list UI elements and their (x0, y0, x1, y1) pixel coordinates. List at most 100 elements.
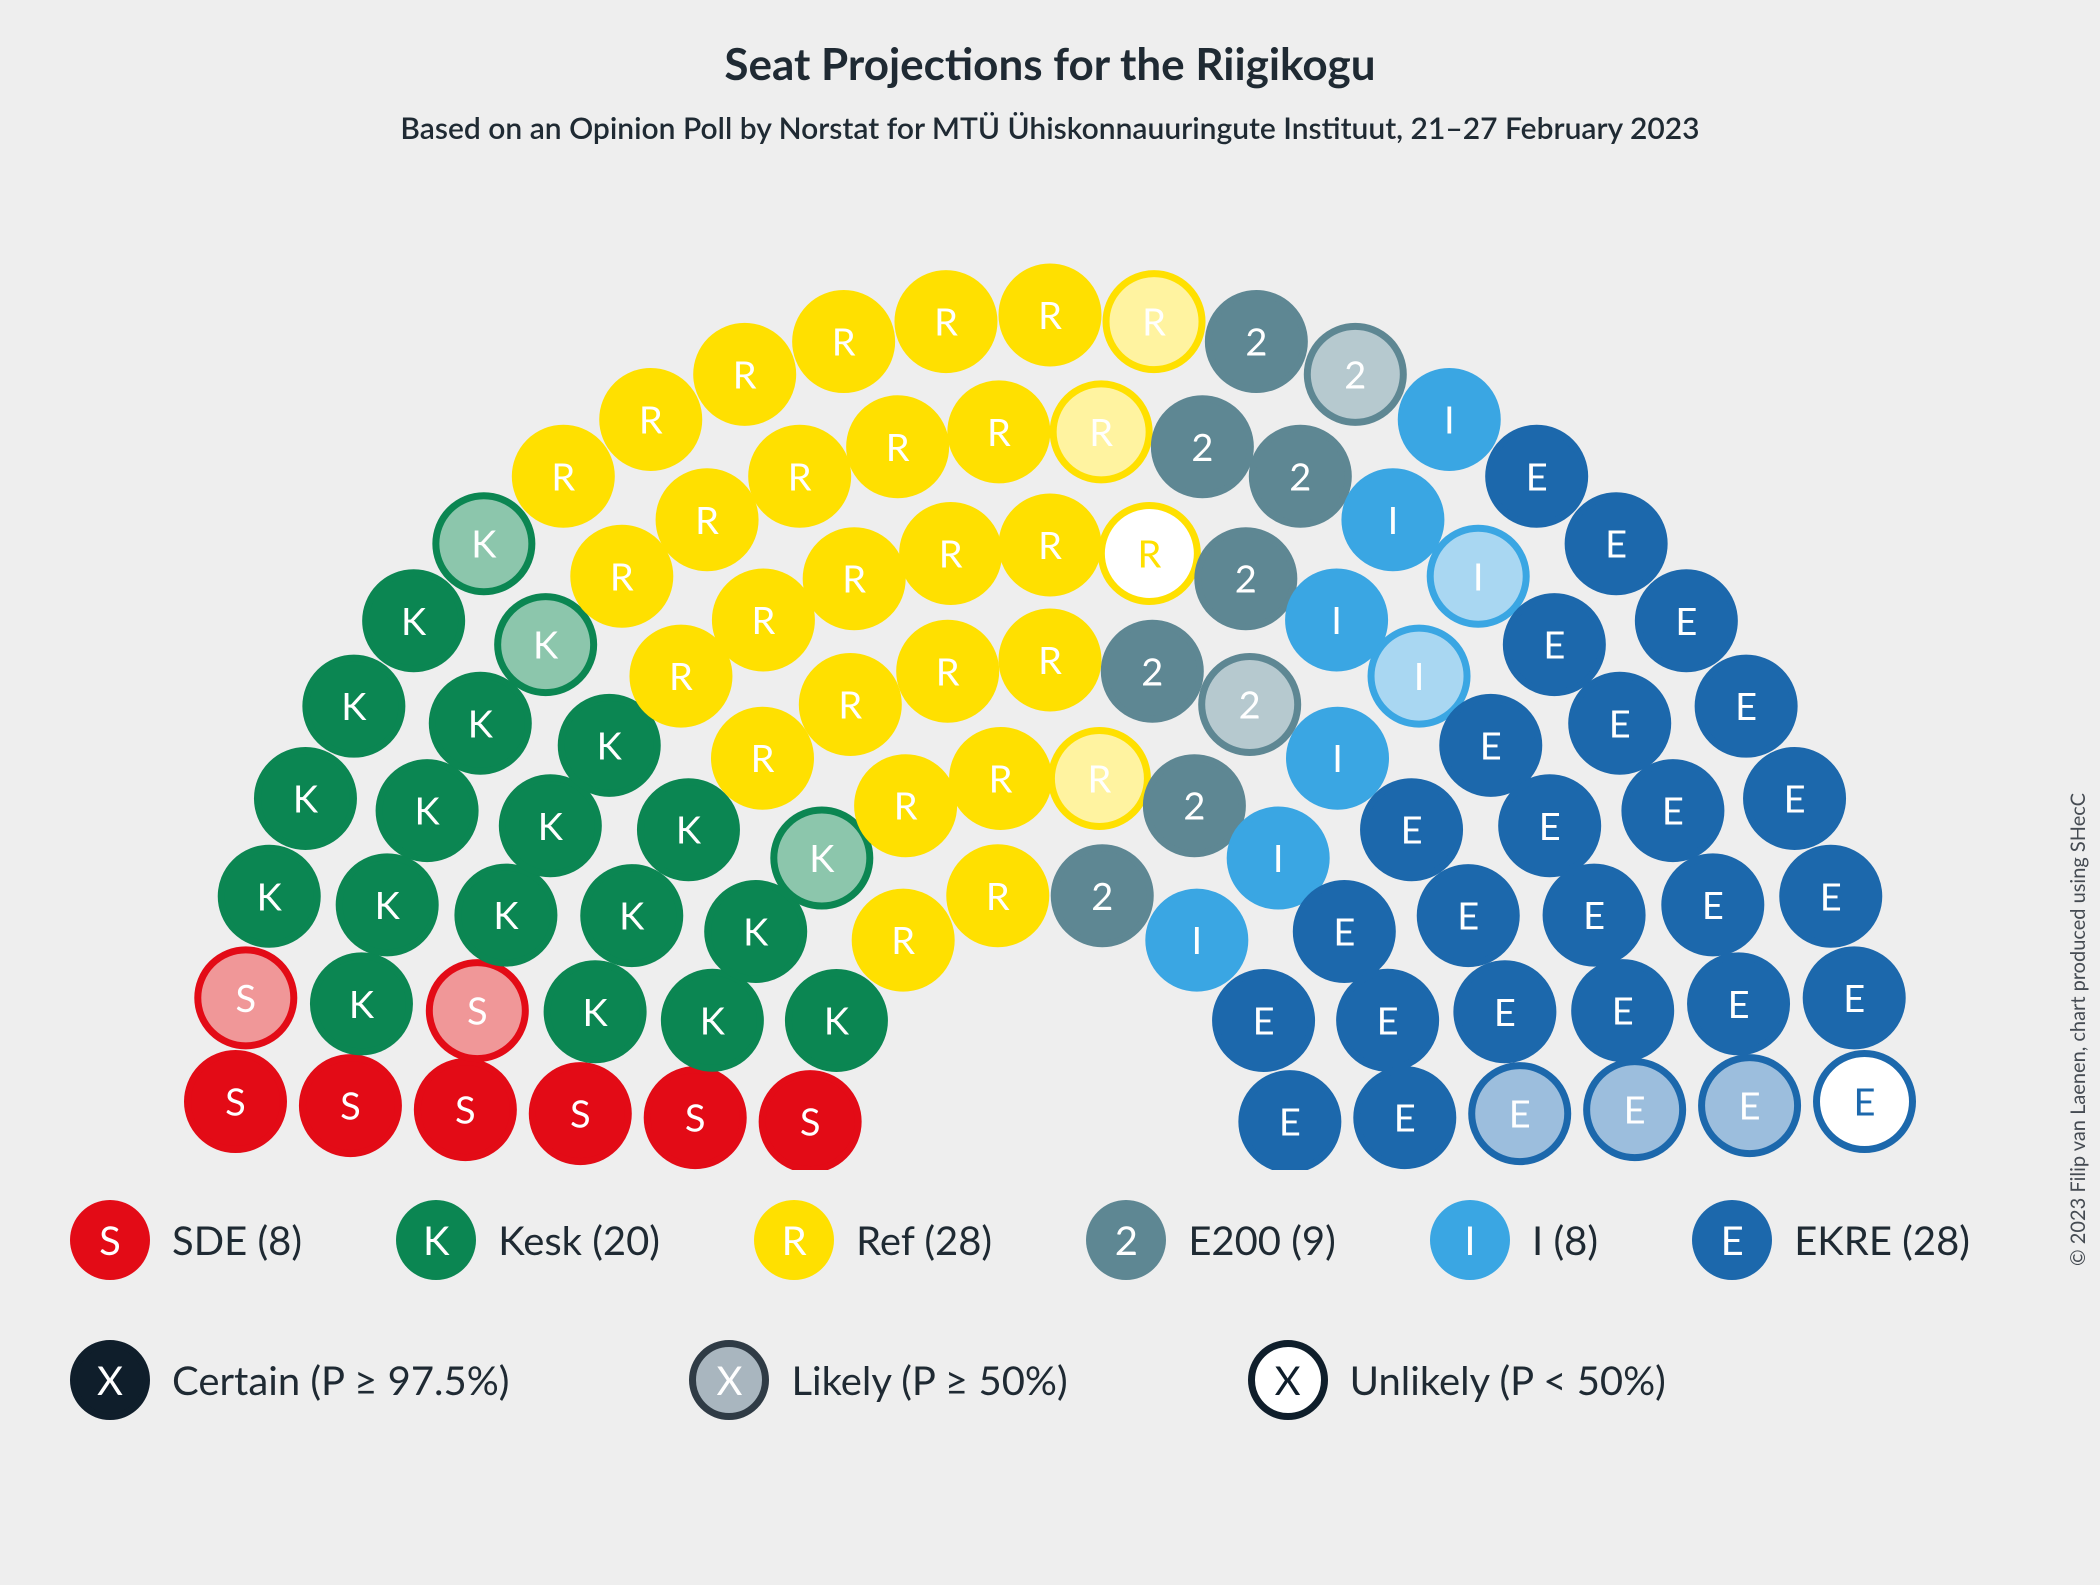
legend-swatch: I (1430, 1200, 1510, 1280)
legend-item-ref: RRef (28) (754, 1200, 992, 1280)
seat: 2 (1104, 623, 1200, 719)
seat: E (1691, 956, 1787, 1052)
svg-text:R: R (1038, 292, 1062, 338)
svg-text:K: K (583, 989, 609, 1035)
svg-text:K: K (341, 683, 367, 729)
svg-text:I: I (1473, 553, 1484, 599)
legend-item-sde: SSDE (8) (70, 1200, 302, 1280)
svg-text:E: E (1457, 893, 1479, 939)
svg-text:K: K (493, 892, 519, 938)
seat: E (1638, 573, 1734, 669)
svg-text:R: R (1142, 299, 1166, 345)
seat: E (1702, 1058, 1798, 1154)
seat: K (774, 810, 870, 906)
seat: E (1783, 848, 1879, 944)
seat: 2 (1054, 848, 1150, 944)
svg-text:R: R (695, 497, 719, 543)
seat: I (1371, 628, 1467, 724)
seat: K (339, 857, 435, 953)
seat: 2 (1146, 758, 1242, 854)
svg-text:S: S (340, 1083, 361, 1129)
seat: E (1340, 972, 1436, 1068)
seat: K (547, 964, 643, 1060)
seat: R (855, 892, 951, 988)
seat: K (257, 751, 353, 847)
legend-swatch: 2 (1086, 1200, 1166, 1280)
svg-text:I: I (1332, 735, 1343, 781)
svg-text:E: E (1509, 1091, 1531, 1137)
seat: R (858, 758, 954, 854)
svg-text:E: E (1526, 453, 1548, 499)
seat: E (1817, 1054, 1913, 1150)
legend-label: Ref (28) (856, 1216, 992, 1264)
svg-text:R: R (838, 682, 862, 728)
seat: R (1002, 497, 1098, 593)
seat: 2 (1252, 428, 1348, 524)
seat: E (1364, 782, 1460, 878)
chart-title: Seat Projections for the Riigikogu (0, 38, 2100, 90)
svg-text:E: E (1702, 882, 1724, 928)
legend-item-i: II (8) (1430, 1200, 1598, 1280)
legend-prob-unlikely: XUnlikely (P < 50%) (1248, 1340, 1666, 1420)
svg-text:R: R (551, 453, 575, 499)
seat: E (1625, 763, 1721, 859)
svg-text:R: R (751, 735, 775, 781)
svg-text:E: E (1728, 981, 1750, 1027)
seat: E (1489, 428, 1585, 524)
legend-prob-certain: XCertain (P ≥ 97.5%) (70, 1340, 509, 1420)
seat: R (574, 528, 670, 624)
svg-text:E: E (1583, 892, 1605, 938)
page: Seat Projections for the Riigikogu Based… (0, 0, 2100, 1585)
legend-probability: XCertain (P ≥ 97.5%) X Likely (P ≥ 50%) XUn… (70, 1340, 2030, 1420)
svg-text:I: I (1388, 497, 1399, 543)
seat: E (1698, 658, 1794, 754)
seat: E (1572, 675, 1668, 771)
svg-text:K: K (597, 722, 623, 768)
legend-prob-swatch: X (689, 1340, 769, 1420)
svg-text:K: K (349, 981, 375, 1027)
svg-text:E: E (1279, 1099, 1301, 1145)
seat: R (1106, 274, 1202, 370)
seat: I (1289, 572, 1385, 668)
svg-text:E: E (1253, 998, 1275, 1044)
svg-text:S: S (225, 1079, 246, 1125)
seat: E (1296, 883, 1392, 979)
seat: R (950, 848, 1046, 944)
seat: R (697, 326, 793, 422)
svg-text:K: K (619, 893, 645, 939)
seat: K (561, 697, 657, 793)
svg-text:I: I (1444, 396, 1455, 442)
seat: R (1002, 267, 1098, 363)
svg-text:K: K (471, 521, 497, 567)
svg-text:2: 2 (1289, 453, 1311, 499)
svg-text:R: R (733, 351, 757, 397)
seat: R (1051, 730, 1147, 826)
seat: S (429, 963, 525, 1059)
seat: R (796, 294, 892, 390)
seat: 2 (1154, 399, 1250, 495)
seat: R (752, 428, 848, 524)
seat: S (762, 1074, 858, 1170)
svg-text:K: K (414, 788, 440, 834)
svg-text:I: I (1273, 835, 1284, 881)
legend-label: Kesk (20) (498, 1216, 660, 1264)
seat: K (458, 867, 554, 963)
svg-text:K: K (538, 803, 564, 849)
seat: K (432, 675, 528, 771)
legend-parties: SSDE (8)KKesk (20)RRef (28)2E200 (9)II (… (70, 1200, 2030, 1280)
legend-swatch: S (70, 1200, 150, 1280)
legend-label: EKRE (28) (1794, 1216, 1970, 1264)
svg-text:R: R (1038, 637, 1062, 683)
legend-prob-label: Unlikely (P < 50%) (1350, 1356, 1666, 1404)
svg-text:2: 2 (1235, 556, 1257, 602)
svg-text:R: R (669, 653, 693, 699)
seat: E (1472, 1066, 1568, 1162)
legend-item-e200: 2E200 (9) (1086, 1200, 1336, 1280)
seat: E (1587, 1062, 1683, 1158)
svg-text:K: K (293, 776, 319, 822)
seat: K (221, 848, 317, 944)
seat: E (1242, 1074, 1338, 1170)
seat: E (1357, 1070, 1453, 1166)
seat: I (1430, 528, 1526, 624)
legend-prob-label: Likely (P ≥ 50%) (791, 1356, 1067, 1404)
